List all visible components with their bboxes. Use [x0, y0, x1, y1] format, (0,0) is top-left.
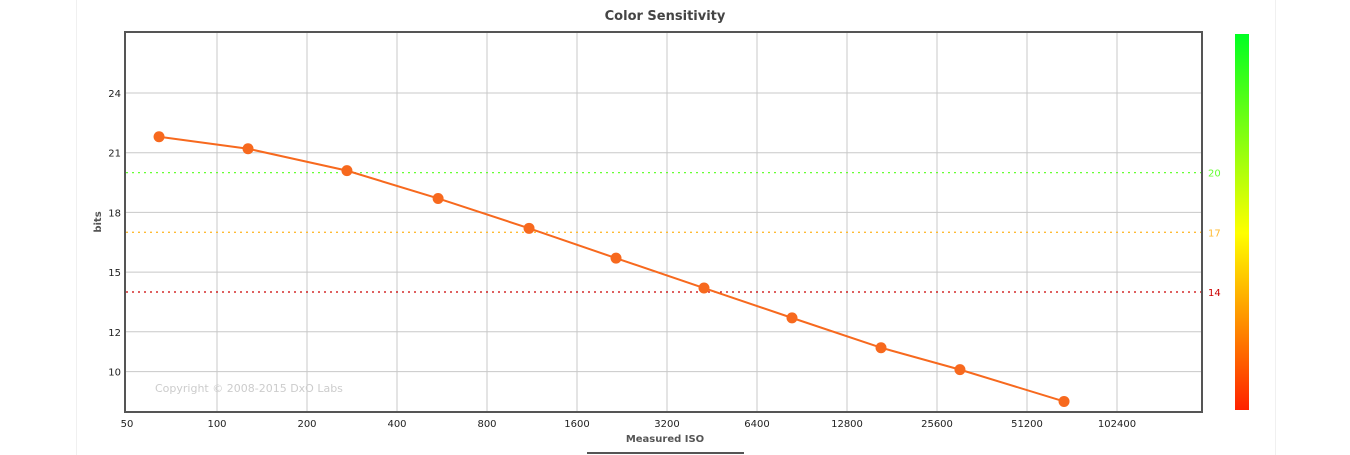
y-tick-label: 18	[108, 208, 121, 219]
y-tick-label: 24	[108, 89, 121, 100]
plot-frame	[124, 31, 1203, 413]
y-tick-label: 21	[108, 149, 121, 160]
tab-indicator	[587, 452, 744, 454]
x-axis-ticks: 50 100 200 400 800 1600 3200 6400 12800 25600 5120…	[121, 419, 1136, 430]
watermark: Copyright © 2008-2015 DxO Labs	[155, 382, 343, 395]
reference-lines: 20 17 14	[126, 169, 1221, 299]
x-tick-label: 3200	[654, 419, 679, 430]
x-tick-label: 400	[387, 419, 406, 430]
data-point[interactable]	[954, 364, 966, 376]
series-line	[158, 135, 1065, 403]
x-tick-label: 800	[477, 419, 496, 430]
data-point[interactable]	[523, 222, 535, 234]
x-axis-label: Measured ISO	[626, 434, 704, 445]
data-point[interactable]	[432, 192, 444, 204]
x-tick-label: 100	[207, 419, 226, 430]
y-axis-label: bits	[93, 211, 104, 232]
x-tick-label: 6400	[744, 419, 769, 430]
chart-title: Color Sensitivity	[605, 9, 726, 24]
data-point[interactable]	[786, 312, 798, 324]
x-tick-label: 102400	[1098, 419, 1136, 430]
data-point[interactable]	[875, 342, 887, 354]
y-tick-label: 10	[108, 368, 121, 379]
data-point[interactable]	[341, 165, 353, 177]
data-point[interactable]	[242, 143, 254, 155]
reference-label: 17	[1208, 228, 1221, 239]
x-tick-label: 25600	[921, 419, 953, 430]
data-point[interactable]	[1058, 395, 1070, 407]
x-tick-label: 1600	[564, 419, 589, 430]
reference-label: 14	[1208, 288, 1221, 299]
grid	[125, 32, 1202, 412]
series	[153, 131, 1070, 407]
color-scale-bar	[1235, 34, 1249, 410]
x-tick-label: 50	[121, 419, 134, 430]
data-point[interactable]	[698, 282, 710, 294]
y-tick-label: 15	[108, 268, 121, 279]
x-tick-label: 12800	[831, 419, 863, 430]
data-point[interactable]	[153, 131, 165, 143]
y-axis-ticks: 24 21 18 15 12 10	[108, 89, 121, 379]
y-tick-label: 12	[108, 328, 121, 339]
x-tick-label: 51200	[1011, 419, 1043, 430]
reference-label: 20	[1208, 169, 1221, 180]
chart-panel	[76, 0, 1276, 455]
data-point[interactable]	[610, 252, 622, 264]
x-tick-label: 200	[297, 419, 316, 430]
